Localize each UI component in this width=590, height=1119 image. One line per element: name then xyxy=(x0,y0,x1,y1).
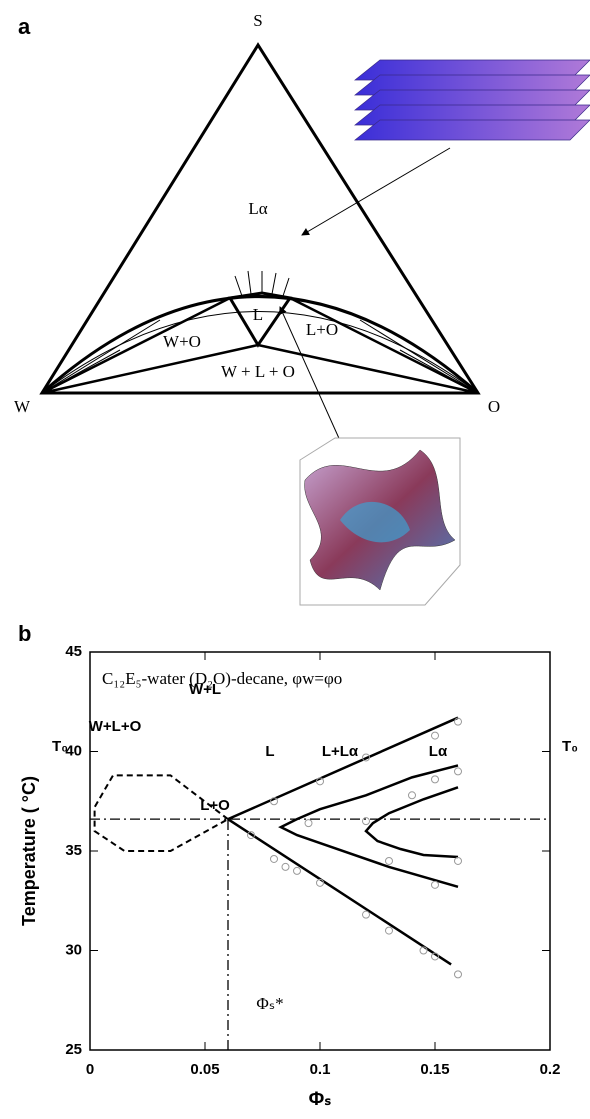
y-tick-label: 35 xyxy=(65,842,82,859)
panel-label: b xyxy=(18,621,31,646)
region-label: L+O xyxy=(200,797,230,814)
vertex-label: O xyxy=(488,397,500,416)
vertex-label: W xyxy=(14,397,31,416)
data-point xyxy=(454,856,462,865)
data-point xyxy=(316,878,324,887)
region-label: Lα xyxy=(429,743,448,760)
data-point xyxy=(316,777,324,786)
region-label: W+O xyxy=(163,332,201,351)
phase-boundary xyxy=(364,786,459,859)
y-axis-label: Temperature ( °C) xyxy=(19,776,39,926)
ternary-diagram xyxy=(39,42,481,446)
data-point xyxy=(281,862,290,871)
data-point xyxy=(419,946,428,955)
region-label: L xyxy=(253,305,263,324)
data-point xyxy=(431,731,439,740)
region-label: T₀ xyxy=(562,738,578,755)
data-point xyxy=(408,791,416,800)
y-tick-label: 45 xyxy=(65,643,82,660)
data-point xyxy=(385,856,393,865)
data-point xyxy=(431,775,439,784)
region-label: Φₛ* xyxy=(256,994,283,1013)
phase-boundary xyxy=(227,818,452,966)
data-point xyxy=(454,717,462,726)
data-point xyxy=(431,880,439,889)
data-point xyxy=(270,797,278,806)
annotation: C₁₂E₅-water (D₂O)-decane, φw=φo xyxy=(102,669,342,688)
phase-boundary xyxy=(93,774,229,852)
x-axis-label: Φₛ xyxy=(309,1089,332,1110)
region-label: W + L + O xyxy=(221,362,295,381)
data-point xyxy=(454,970,462,979)
data-point xyxy=(293,866,301,875)
region-label: L+O xyxy=(306,320,338,339)
x-tick-label: 0.05 xyxy=(190,1061,219,1078)
data-point xyxy=(304,819,313,828)
y-tick-label: 25 xyxy=(65,1041,82,1058)
data-point xyxy=(454,767,462,776)
data-point xyxy=(247,831,255,840)
data-point xyxy=(362,817,370,826)
data-point xyxy=(270,854,278,863)
x-tick-label: 0.1 xyxy=(310,1061,331,1078)
data-point xyxy=(385,926,393,935)
region-label: W+L+O xyxy=(89,718,142,735)
gyroid-cube xyxy=(299,437,461,606)
x-tick-label: 0.15 xyxy=(420,1061,449,1078)
data-point xyxy=(362,910,370,919)
x-tick-label: 0.2 xyxy=(540,1061,561,1078)
panel-label: a xyxy=(18,14,31,39)
region-label: W+L xyxy=(189,681,221,698)
region-label: Lα xyxy=(248,199,267,218)
x-tick-label: 0 xyxy=(86,1061,94,1078)
y-tick-label: 30 xyxy=(65,941,82,958)
region-label: L+Lα xyxy=(322,743,359,760)
phase-boundary xyxy=(278,764,459,889)
data-point xyxy=(431,952,439,961)
data-point xyxy=(362,753,370,762)
y-tick-label: 40 xyxy=(65,742,82,759)
region-label: T₀ xyxy=(52,738,68,755)
region-label: L xyxy=(265,743,274,760)
lamellar-stack xyxy=(354,59,590,141)
phase-boundary xyxy=(227,716,459,821)
phase-chart: 25 30 35 40 45 0 0.05 0.1 0.15 0.2 b C₁₂E₅-water (D… xyxy=(18,621,578,1110)
vertex-label: S xyxy=(253,11,262,30)
